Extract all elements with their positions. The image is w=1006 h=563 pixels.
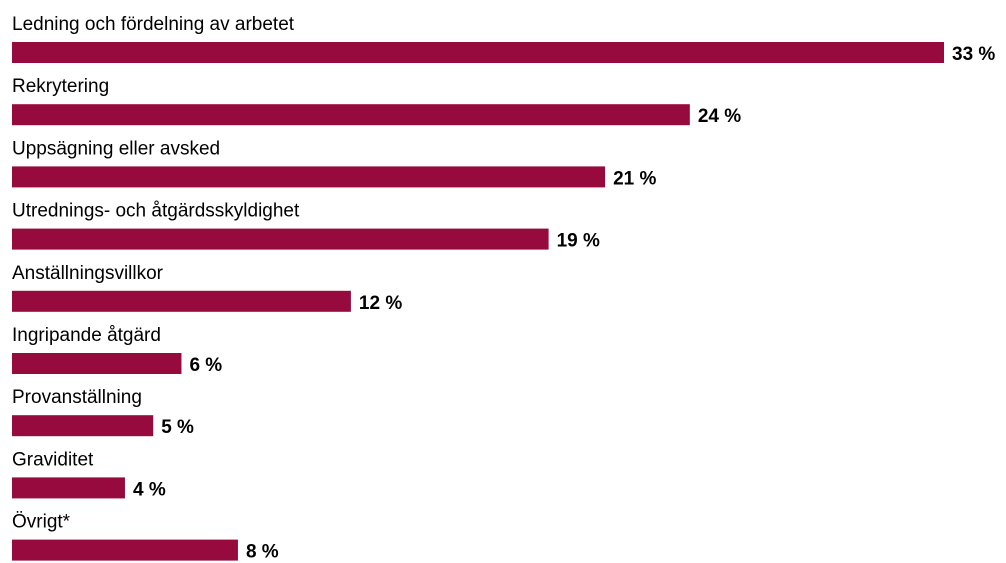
bar <box>12 477 125 499</box>
bar <box>12 353 182 374</box>
category-label: Rekrytering <box>12 76 109 97</box>
bar <box>12 228 549 250</box>
value-label: 4 % <box>133 479 166 500</box>
value-label: 6 % <box>189 355 222 376</box>
bar <box>12 415 154 437</box>
bar <box>12 104 690 126</box>
bar <box>12 290 351 312</box>
category-label: Ledning och fördelning av arbetet <box>12 14 295 35</box>
value-label: 12 % <box>359 293 402 314</box>
category-label: Graviditet <box>12 449 94 470</box>
category-label: Uppsägning eller avsked <box>12 138 220 159</box>
bar <box>12 166 606 188</box>
value-label: 8 % <box>246 542 279 563</box>
value-label: 24 % <box>698 106 741 127</box>
category-label: Anställningsvillkor <box>12 263 164 284</box>
value-label: 5 % <box>161 417 194 438</box>
bar <box>12 42 944 63</box>
category-label: Övrigt* <box>12 512 71 533</box>
value-label: 33 % <box>952 44 995 65</box>
category-label: Provanställning <box>12 387 142 408</box>
category-label: Utrednings- och åtgärdsskyldighet <box>12 201 300 222</box>
bar <box>12 539 238 561</box>
category-label: Ingripande åtgärd <box>12 325 161 346</box>
value-label: 21 % <box>613 168 656 189</box>
value-label: 19 % <box>557 231 600 252</box>
